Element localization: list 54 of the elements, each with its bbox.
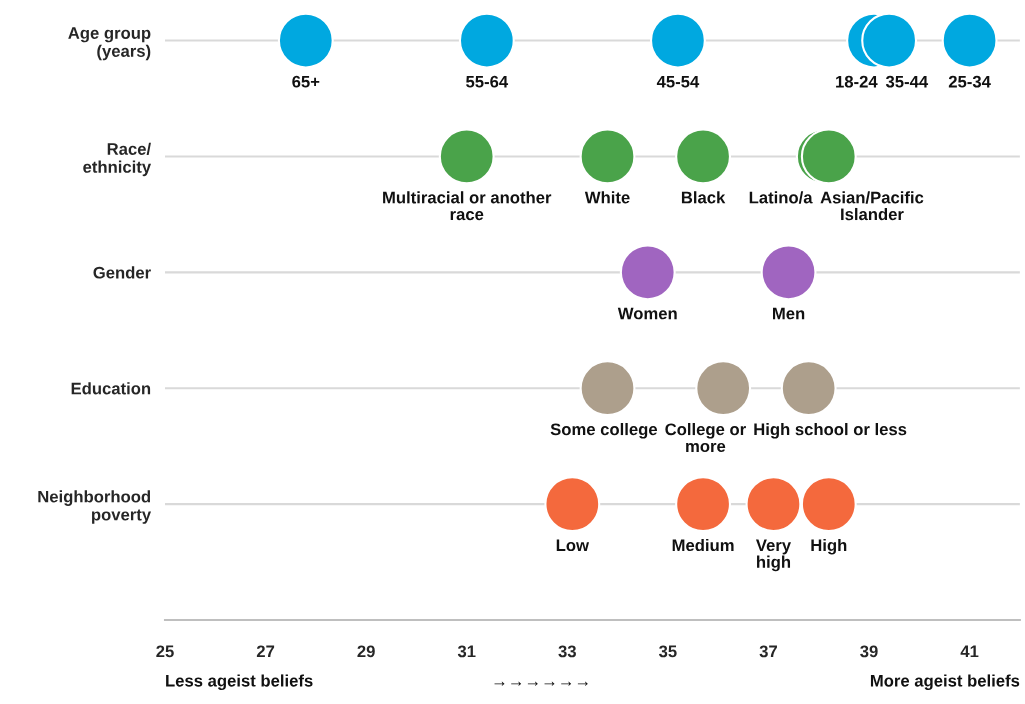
point [579, 128, 636, 185]
series-label: High [811, 538, 847, 555]
point [675, 128, 731, 185]
point [695, 360, 752, 417]
series-label: 25-34 [948, 75, 991, 88]
point [438, 128, 495, 185]
y-tick-label: Education [71, 382, 151, 395]
series-label: Black [681, 191, 726, 204]
point [544, 476, 601, 533]
x-tick-label: 41 [960, 645, 979, 658]
series-label: 65+ [292, 75, 320, 88]
x-tick-label: 33 [558, 645, 576, 658]
series-label: White [584, 191, 630, 204]
text: More ageist beliefs [870, 674, 1020, 690]
x-tick-label: 25 [156, 645, 174, 658]
series-label: Low [556, 539, 590, 552]
point [649, 12, 706, 69]
series-label: Medium [672, 538, 734, 552]
text: Less ageist beliefs [166, 674, 313, 690]
series-label: 45-54 [656, 75, 700, 88]
series-label: 35-44 [885, 75, 929, 88]
point [619, 244, 676, 301]
point [941, 12, 998, 69]
series-label: 55-64 [466, 75, 509, 88]
point [675, 476, 731, 533]
x-tick-label: 35 [658, 645, 677, 658]
series-label: Very high [755, 539, 791, 572]
series-label: Women [617, 307, 677, 320]
point [579, 360, 636, 417]
point [458, 12, 515, 69]
x-tick-label: 29 [357, 645, 375, 658]
x-tick-label: 31 [457, 645, 476, 658]
y-tick-label: Neighborhood poverty [38, 490, 152, 524]
point [780, 360, 837, 417]
point [800, 476, 857, 533]
y-tick-label: Age group (years) [68, 27, 151, 61]
series-label: Men [773, 307, 805, 320]
point [760, 244, 817, 301]
text: →→→→→→ [494, 681, 588, 686]
series-label: Some college [550, 422, 658, 439]
series-label: Multiracial or another race [383, 191, 552, 221]
series-label: High school or less [754, 422, 907, 439]
series-label: Asian/Pacific Islander [820, 191, 924, 221]
y-tick-label: Gender [93, 266, 151, 279]
x-tick-label: 27 [256, 645, 275, 658]
point [277, 12, 334, 69]
point [861, 12, 918, 69]
x-tick-label: 39 [860, 645, 878, 658]
y-tick-label: Race/ ethnicity [83, 142, 152, 177]
series-label: Latino/a [749, 191, 813, 204]
series-label: College or more [665, 422, 746, 453]
point [745, 476, 802, 533]
x-tick-label: 37 [759, 645, 777, 658]
series-label: 18-24 [836, 75, 878, 88]
